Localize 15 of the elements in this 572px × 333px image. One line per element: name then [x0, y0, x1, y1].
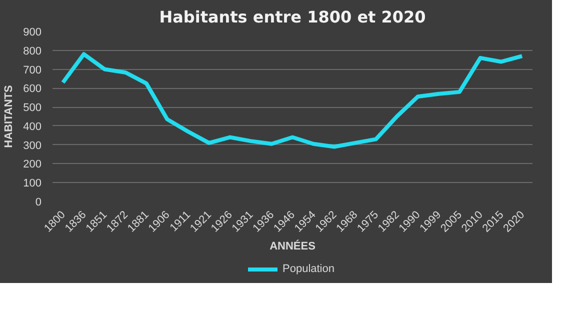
x-axis-title: ANNÉES: [270, 239, 316, 252]
y-tick-label: 400: [23, 120, 42, 133]
y-tick-label: 0: [35, 196, 42, 208]
y-tick-label: 200: [23, 158, 42, 171]
chart-title: Habitants entre 1800 et 2020: [159, 8, 426, 26]
legend-label: Population: [282, 263, 334, 275]
y-tick-label: 100: [23, 178, 42, 190]
line-series: [60, 52, 524, 149]
y-tick-label: 600: [23, 83, 42, 96]
y-tick-label: 800: [23, 45, 42, 58]
y-axis-title: HABITANTS: [3, 85, 16, 148]
y-tick-label: 700: [23, 64, 42, 76]
y-tick-label: 500: [23, 102, 42, 114]
y-tick-label: 900: [23, 26, 42, 38]
y-tick-label: 300: [23, 140, 42, 152]
